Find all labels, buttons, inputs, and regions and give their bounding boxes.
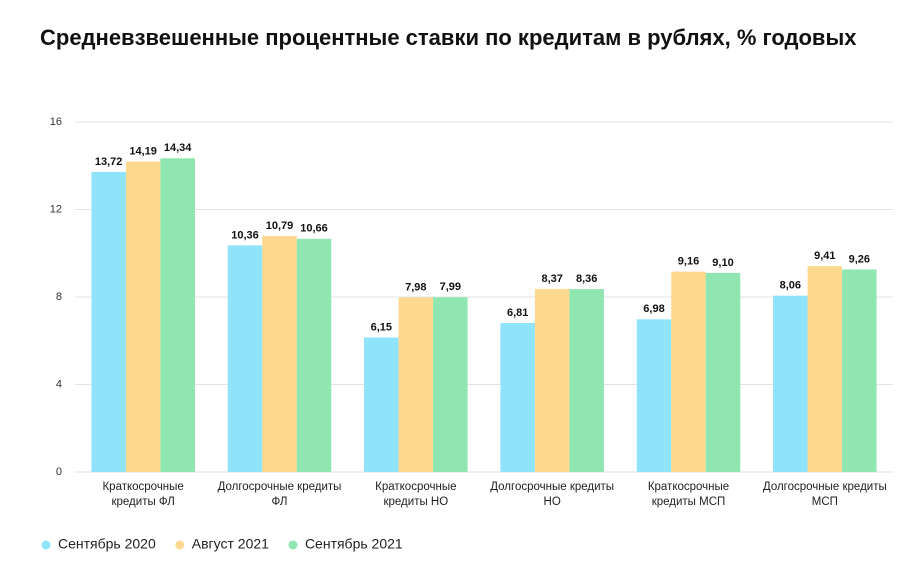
bar: [125, 161, 161, 472]
legend-label: Сентябрь 2021: [305, 536, 403, 552]
bar: [364, 337, 399, 472]
value-label: 10,79: [266, 220, 294, 232]
bar: [705, 272, 741, 472]
value-label: 6,15: [371, 321, 392, 333]
legend-marker: [288, 540, 298, 550]
value-label: 8,36: [576, 273, 597, 285]
value-label: 6,98: [643, 303, 664, 315]
legend-marker: [175, 540, 185, 550]
value-label: 6,81: [507, 307, 528, 319]
bar: [500, 323, 535, 472]
x-tick-label: Долгосрочные кредиты ФЛ: [217, 481, 342, 508]
value-label: 14,34: [164, 142, 192, 154]
value-label: 9,10: [712, 257, 733, 269]
x-tick-label: Краткосрочные кредиты ФЛ: [102, 481, 184, 508]
bar: [433, 297, 468, 472]
value-label: 10,66: [300, 223, 328, 235]
value-label: 13,72: [95, 156, 123, 168]
x-tick-label: Краткосрочные кредиты НО: [375, 481, 457, 508]
legend-label: Сентябрь 2020: [58, 536, 156, 552]
value-label: 7,99: [440, 281, 461, 293]
legend-marker: [41, 540, 51, 550]
bar: [534, 288, 570, 472]
x-tick-label: Долгосрочные кредиты НО: [490, 481, 615, 508]
value-label: 9,16: [678, 256, 699, 268]
bar: [569, 289, 604, 472]
bar: [296, 238, 332, 472]
y-tick-label: 16: [50, 116, 62, 128]
bar: [227, 245, 263, 472]
legend-label: Август 2021: [192, 536, 269, 552]
value-label: 10,36: [231, 229, 259, 241]
bar: [398, 297, 434, 472]
bar: [262, 235, 297, 472]
bar: [160, 158, 195, 472]
value-label: 14,19: [129, 146, 157, 158]
x-tick-label: Краткосрочные кредиты МСП: [647, 481, 730, 508]
value-label: 9,26: [849, 253, 870, 265]
y-tick-label: 8: [56, 291, 62, 303]
value-label: 9,41: [814, 250, 835, 262]
value-label: 8,06: [780, 280, 801, 292]
value-label: 8,37: [541, 273, 562, 285]
bar: [636, 319, 672, 472]
bar: [773, 295, 808, 472]
x-tick-label: Долгосрочные кредиты МСП: [762, 481, 887, 508]
y-tick-label: 12: [50, 203, 62, 215]
bar: [671, 271, 706, 472]
y-tick-label: 4: [56, 378, 62, 390]
bar: [842, 269, 877, 472]
bar: [91, 171, 126, 472]
y-tick-label: 0: [56, 466, 62, 478]
value-label: 7,98: [405, 281, 426, 293]
bar: [807, 266, 843, 472]
chart-title: Средневзвешенные процентные ставки по кр…: [40, 25, 857, 50]
